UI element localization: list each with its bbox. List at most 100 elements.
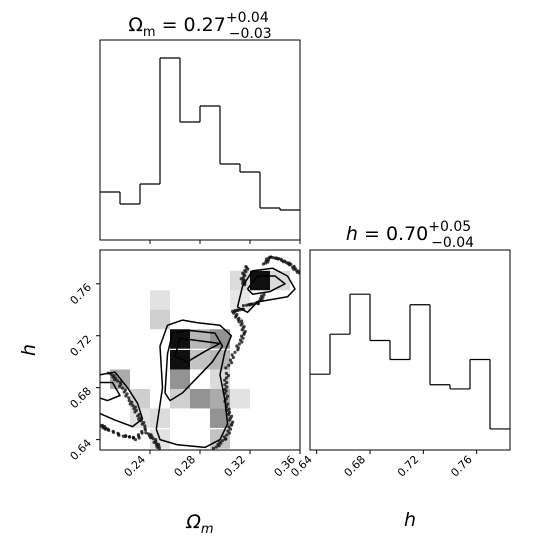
h-histogram-steps <box>310 293 510 430</box>
h-title-param: h <box>346 223 358 245</box>
scatter-point-2-4-1 <box>225 385 229 389</box>
scatter-point-2-8-5 <box>235 312 239 317</box>
scatter-point-0-3-3 <box>137 417 141 421</box>
scatter-point-0-1-2 <box>120 386 125 390</box>
scatter-point-2-1-1 <box>222 435 226 439</box>
scatter-point-2-10-0 <box>241 303 245 308</box>
density-cell-10 <box>170 388 190 409</box>
density-cell-22 <box>250 270 270 291</box>
scatter-point-3-1-6 <box>276 257 280 261</box>
omega-m-histogram-steps <box>100 57 300 211</box>
scatter-point-0-7-4 <box>103 425 107 429</box>
scatter-point-2-4-7 <box>224 371 228 375</box>
omega-m-title-lower-error: −0.03 <box>229 26 272 42</box>
h-title-value: = 0.70 <box>358 223 428 245</box>
scatter-point-0-4-3 <box>140 431 144 435</box>
scatter-point-0-2-0 <box>127 399 131 403</box>
scatter-point-0-6-5 <box>111 429 115 433</box>
scatter-point-2-11-7 <box>262 293 266 297</box>
scatter-point-0-0-6 <box>115 379 120 383</box>
density-cell-13 <box>190 388 210 409</box>
scatter-point-2-4-6 <box>226 374 231 378</box>
omega-m-histogram-panel: Ωm = 0.27+0.04 −0.03 <box>99 10 301 244</box>
scatter-point-0-2-3 <box>131 403 135 408</box>
omega-m-axis-label-sub: m <box>201 522 214 537</box>
scatter-point-2-1-4 <box>226 429 230 433</box>
scatter-point-2-5-0 <box>224 366 228 370</box>
scatter-point-2-3-0 <box>227 407 231 411</box>
scatter-point-2-5-4 <box>231 355 235 360</box>
contour-line-6 <box>246 275 286 295</box>
h-title-lower-error: −0.04 <box>431 235 474 251</box>
scatter-point-2-6-1 <box>235 344 239 348</box>
scatter-point-0-2-7 <box>133 410 137 414</box>
scatter-point-0-0-5 <box>113 377 117 382</box>
omega-m-axis-label-symbol: Ω <box>185 511 201 533</box>
scatter-point-0-6-0 <box>121 434 125 438</box>
scatter-point-0-3-7 <box>143 424 147 428</box>
scatter-point-3-2-2 <box>281 260 285 264</box>
scatter-point-2-0-5 <box>218 440 222 444</box>
scatter-point-1-0-5 <box>148 436 153 440</box>
scatter-point-0-2-2 <box>128 402 132 406</box>
scatter-point-2-0-6 <box>220 439 225 443</box>
scatter-point-2-3-5 <box>225 394 230 398</box>
scatter-point-2-2-4 <box>230 414 234 418</box>
scatter-point-2-4-2 <box>223 383 227 387</box>
scatter-point-2-7-1 <box>243 329 247 334</box>
scatter-point-2-4-0 <box>223 387 227 391</box>
omega-m-title-upper-error: +0.04 <box>226 10 269 26</box>
scatter-point-2-0-0 <box>211 446 215 450</box>
scatter-point-2-5-2 <box>230 361 234 365</box>
scatter-point-2-2-6 <box>227 410 232 414</box>
scatter-point-0-2-5 <box>132 407 136 411</box>
h-axis-label: h <box>404 509 416 531</box>
scatter-point-0-0-3 <box>111 375 115 379</box>
omega-m-histogram-ticks <box>149 240 301 244</box>
density-cell-18 <box>210 408 230 428</box>
density-cell-12 <box>190 350 210 370</box>
contour-line-3 <box>100 371 144 428</box>
h-histogram-frame <box>309 249 511 451</box>
scatter-point-2-8-0 <box>240 319 244 323</box>
joint-frame <box>99 249 301 451</box>
h-y-axis-label: h <box>18 344 40 356</box>
density-cell-11 <box>190 329 210 349</box>
h-title-upper-error: +0.05 <box>428 219 471 235</box>
scatter-point-2-4-4 <box>223 378 227 382</box>
omega-m-title-param: Ω <box>128 14 143 36</box>
density-cell-21 <box>230 388 250 409</box>
density-cell-9 <box>170 369 190 389</box>
scatter-point-0-5-2 <box>131 435 136 439</box>
scatter-point-2-6-4 <box>238 338 243 342</box>
contour-line-2 <box>174 337 221 363</box>
scatter-point-0-5-4 <box>127 435 132 439</box>
scatter-point-2-1-6 <box>227 425 231 429</box>
scatter-point-0-1-7 <box>127 396 131 400</box>
omega-m-title: Ωm = 0.27+0.04 −0.03 <box>128 10 271 42</box>
scatter-point-3-1-1 <box>268 255 272 259</box>
scatter-point-4-0-2 <box>246 267 250 271</box>
scatter-point-2-5-3 <box>228 358 233 362</box>
scatter-point-2-0-1 <box>214 445 218 449</box>
density-cell-4 <box>150 309 170 330</box>
scatter-point-2-5-1 <box>227 363 231 367</box>
scatter-point-2-6-2 <box>237 342 241 346</box>
omega-m-title-value: = 0.27 <box>156 14 226 36</box>
scatter-point-0-1-6 <box>124 394 128 398</box>
scatter-point-0-6-3 <box>116 431 120 435</box>
scatter-point-2-0-3 <box>216 442 220 447</box>
scatter-point-2-4-5 <box>224 376 229 380</box>
omega-m-title-sub: m <box>143 25 156 40</box>
scatter-point-3-3-3 <box>292 267 296 271</box>
scatter-point-0-7-6 <box>100 423 104 427</box>
density-cell-20 <box>230 290 250 310</box>
scatter-point-2-4-3 <box>225 380 229 385</box>
scatter-point-1-1-7 <box>157 446 161 450</box>
scatter-point-0-3-6 <box>140 422 144 426</box>
contour-line-1 <box>164 329 224 402</box>
scatter-point-0-3-1 <box>136 414 140 418</box>
scatter-point-3-3-6 <box>295 270 299 274</box>
contour-line-5 <box>236 267 296 314</box>
scatter-point-2-11-6 <box>259 294 264 298</box>
